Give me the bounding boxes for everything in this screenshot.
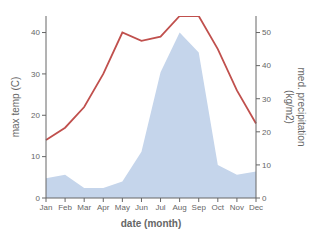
- svg-text:10: 10: [31, 152, 40, 161]
- svg-text:40: 40: [31, 28, 40, 37]
- svg-text:max temp (C): max temp (C): [10, 77, 21, 138]
- svg-text:20: 20: [262, 128, 271, 137]
- svg-text:10: 10: [262, 161, 271, 170]
- svg-text:Oct: Oct: [212, 203, 225, 212]
- svg-text:(kg/m2): (kg/m2): [284, 90, 295, 124]
- svg-text:0: 0: [36, 194, 41, 203]
- svg-text:50: 50: [262, 28, 271, 37]
- svg-text:20: 20: [31, 111, 40, 120]
- svg-text:40: 40: [262, 61, 271, 70]
- svg-text:med. precipitation: med. precipitation: [296, 68, 307, 147]
- svg-text:30: 30: [31, 70, 40, 79]
- svg-text:Aug: Aug: [173, 203, 187, 212]
- svg-text:30: 30: [262, 95, 271, 104]
- svg-text:Feb: Feb: [58, 203, 72, 212]
- svg-text:Sep: Sep: [192, 203, 207, 212]
- svg-text:date (month): date (month): [121, 218, 182, 229]
- svg-text:Jun: Jun: [135, 203, 148, 212]
- svg-text:May: May: [115, 203, 130, 212]
- svg-text:Jul: Jul: [155, 203, 165, 212]
- svg-text:Dec: Dec: [249, 203, 263, 212]
- svg-text:Nov: Nov: [230, 203, 244, 212]
- svg-text:0: 0: [262, 194, 267, 203]
- svg-text:Mar: Mar: [77, 203, 91, 212]
- svg-text:Apr: Apr: [97, 203, 110, 212]
- svg-text:Jan: Jan: [40, 203, 53, 212]
